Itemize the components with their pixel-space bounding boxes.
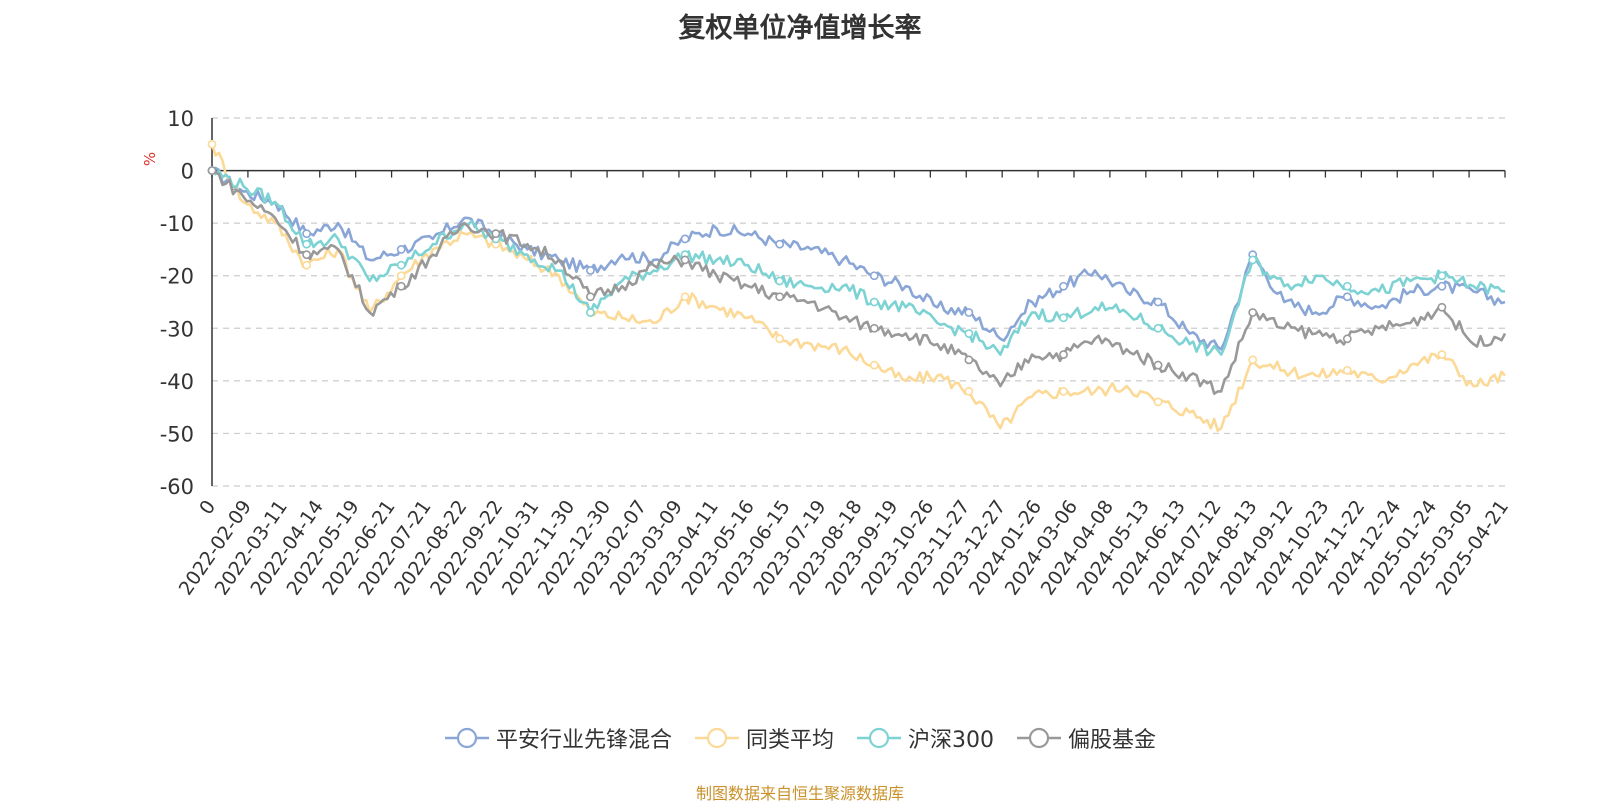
series-point: [1059, 281, 1068, 291]
series-point: [1437, 302, 1447, 312]
series-point: [586, 292, 595, 302]
series-point: [869, 297, 879, 307]
series-point: [775, 292, 785, 302]
series-point: [1342, 281, 1352, 291]
series-point: [396, 271, 406, 281]
series-point: [1153, 360, 1163, 370]
series-point: [207, 139, 217, 149]
series-line: [211, 169, 1507, 395]
series-point: [302, 260, 312, 270]
source-note: 制图数据来自恒生聚源数据库: [695, 784, 904, 803]
y-tick-label: -40: [160, 370, 194, 394]
series-point: [491, 229, 501, 239]
series-point: [302, 250, 312, 260]
x-tick-label: 0: [195, 496, 220, 519]
legend-item[interactable]: 偏股基金: [1016, 722, 1156, 754]
series-point: [680, 234, 690, 244]
series-point: [869, 360, 879, 370]
series-point: [1437, 271, 1447, 281]
series-point: [1248, 355, 1258, 365]
series-line: [211, 169, 1506, 357]
series-point: [775, 239, 785, 249]
series-point: [1153, 397, 1163, 407]
series-point: [586, 308, 595, 317]
series-point: [586, 266, 595, 275]
series-point: [1342, 334, 1352, 344]
legend-swatch-icon: [857, 727, 901, 749]
series-point: [775, 334, 785, 344]
axes: [211, 118, 1506, 486]
tick-labels: 100-10-20-30-40-50-60%02022-02-092022-03…: [141, 107, 1513, 599]
series-point: [302, 229, 312, 239]
y-tick-label: 10: [167, 107, 194, 131]
series-point: [680, 292, 690, 302]
series-point: [1059, 350, 1068, 359]
series-point: [964, 386, 974, 396]
series-point: [964, 355, 974, 365]
series-point: [1059, 386, 1068, 396]
legend-label: 同类平均: [745, 728, 834, 753]
series-line: [210, 143, 1506, 432]
legend-swatch-icon: [694, 727, 739, 749]
series-point: [1153, 297, 1163, 307]
y-tick-label: -10: [160, 212, 194, 236]
legend-item[interactable]: 沪深300: [856, 722, 994, 754]
series-point: [775, 276, 785, 286]
series-point: [1437, 281, 1447, 291]
series-point: [1059, 313, 1068, 323]
series-point: [1342, 365, 1352, 375]
legend-swatch-icon: [1017, 727, 1061, 749]
y-tick-label: -30: [160, 317, 194, 341]
legend: 平安行业先锋混合 同类平均 沪深300 偏股基金: [0, 722, 1600, 754]
series-lines: [207, 139, 1507, 432]
legend-item[interactable]: 同类平均: [694, 722, 834, 754]
legend-item[interactable]: 平安行业先锋混合: [444, 722, 672, 754]
chart-title: 复权单位净值增长率: [678, 13, 922, 44]
series-point: [964, 329, 974, 338]
legend-label: 平安行业先锋混合: [495, 728, 672, 753]
legend-label: 偏股基金: [1068, 728, 1157, 753]
y-tick-label: 0: [181, 160, 194, 184]
series-point: [207, 166, 217, 175]
series-point: [869, 323, 879, 333]
y-tick-label: -60: [160, 475, 194, 499]
series-point: [1437, 350, 1447, 359]
series-point: [396, 281, 406, 291]
series-point: [1248, 255, 1258, 265]
y-tick-label: -50: [160, 422, 194, 446]
series-point: [396, 260, 406, 270]
series-point: [1248, 308, 1258, 317]
series-point: [964, 308, 974, 317]
y-axis-label: %: [141, 152, 159, 166]
series-point: [1342, 292, 1352, 302]
legend-label: 沪深300: [908, 728, 994, 753]
series-point: [396, 245, 406, 254]
series-point: [680, 255, 690, 265]
series-point: [1153, 323, 1163, 333]
y-tick-label: -20: [160, 265, 194, 289]
series-point: [302, 239, 312, 249]
legend-swatch-icon: [444, 727, 489, 749]
series-point: [869, 271, 879, 281]
series-line: [211, 166, 1506, 351]
